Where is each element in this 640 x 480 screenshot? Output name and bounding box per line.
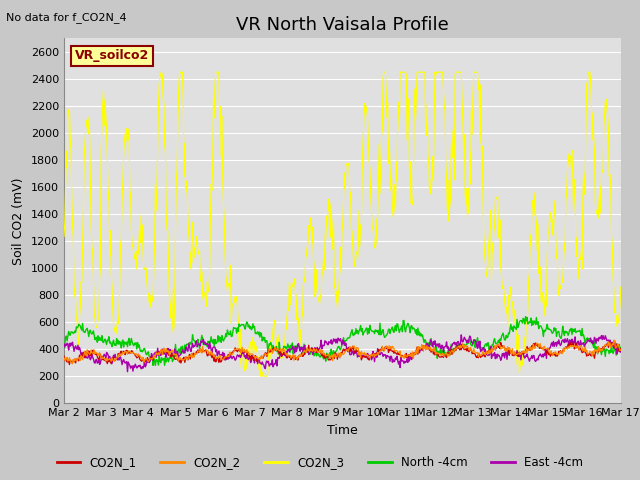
Legend: CO2N_1, CO2N_2, CO2N_3, North -4cm, East -4cm: CO2N_1, CO2N_2, CO2N_3, North -4cm, East… <box>52 452 588 474</box>
X-axis label: Time: Time <box>327 424 358 437</box>
Y-axis label: Soil CO2 (mV): Soil CO2 (mV) <box>12 177 26 264</box>
Title: VR North Vaisala Profile: VR North Vaisala Profile <box>236 16 449 34</box>
Text: VR_soilco2: VR_soilco2 <box>75 49 149 62</box>
Text: No data for f_CO2N_4: No data for f_CO2N_4 <box>6 12 127 23</box>
